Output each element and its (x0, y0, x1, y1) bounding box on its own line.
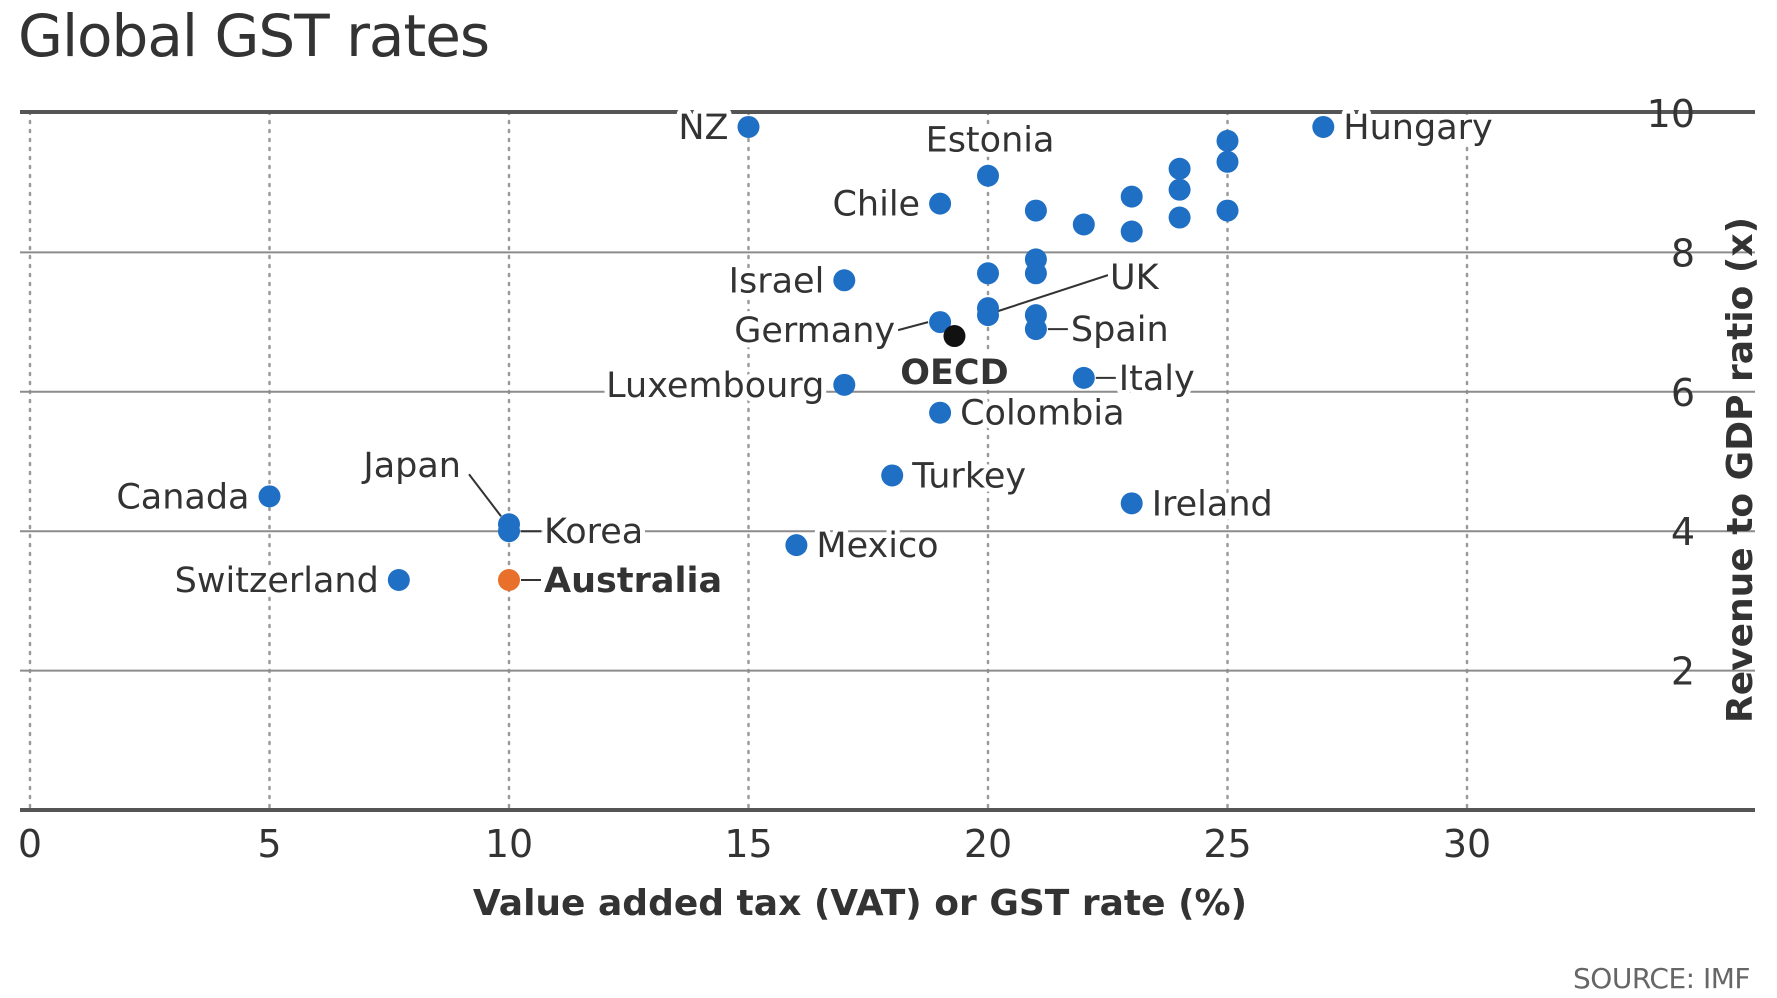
point-label-japan: Japan (361, 446, 461, 486)
x-axis-title: Value added tax (VAT) or GST rate (%) (473, 883, 1247, 924)
axis-lines (20, 110, 1755, 812)
point-unlabeled (1024, 199, 1047, 222)
point-unlabeled (1168, 157, 1191, 180)
point-colombia (929, 401, 952, 424)
y-axis-title: Revenue to GDP ratio (x) (1720, 217, 1761, 723)
leader-line (997, 274, 1109, 313)
point-label-chile: Chile (832, 185, 920, 225)
x-tick-label: 25 (1203, 822, 1251, 866)
y-tick-label: 8 (1671, 231, 1695, 275)
point-label-israel: Israel (729, 261, 825, 301)
point-hungary (1312, 115, 1335, 138)
point-unlabeled (977, 262, 999, 285)
label-leader-lines (468, 274, 1116, 581)
point-label-korea: Korea (544, 512, 643, 552)
x-tick-label: 30 (1443, 822, 1491, 866)
point-unlabeled (977, 297, 999, 320)
point-canada (258, 485, 281, 508)
point-nz (737, 115, 760, 138)
point-label-oecd: OECD (900, 353, 1008, 393)
point-unlabeled (1024, 304, 1047, 327)
point-luxembourg (833, 373, 856, 396)
x-gridlines (28, 110, 1469, 812)
x-tick-label: 20 (964, 822, 1012, 866)
source-note: SOURCE: IMF (1573, 962, 1750, 995)
data-points (258, 115, 1335, 591)
point-label-turkey: Turkey (911, 456, 1026, 496)
point-label-hungary: Hungary (1343, 108, 1492, 148)
point-australia (498, 568, 520, 591)
point-label-italy: Italy (1119, 359, 1195, 399)
point-label-spain: Spain (1071, 310, 1169, 350)
point-unlabeled (1216, 199, 1239, 222)
x-tick-label: 15 (724, 822, 772, 866)
point-label-canada: Canada (116, 477, 249, 517)
point-unlabeled (1120, 220, 1143, 243)
point-mexico (785, 534, 808, 557)
leader-line (468, 473, 502, 517)
point-israel (833, 269, 856, 292)
point-italy (1072, 366, 1095, 389)
y-tick-label: 2 (1671, 650, 1695, 694)
point-label-colombia: Colombia (960, 394, 1124, 434)
point-label-germany: Germany (734, 311, 895, 351)
leader-line (897, 321, 929, 332)
point-korea (498, 520, 520, 543)
point-label-ireland: Ireland (1152, 484, 1273, 524)
x-tick-labels: 0 5 10 15 20 25 30 (18, 822, 1491, 866)
y-gridlines (20, 251, 1755, 672)
point-label-australia: Australia (544, 561, 722, 601)
x-tick-label: 5 (257, 822, 281, 866)
point-unlabeled (1120, 185, 1143, 208)
point-oecd (943, 325, 966, 348)
point-turkey (881, 464, 904, 487)
point-label-mexico: Mexico (816, 526, 938, 566)
point-unlabeled (1216, 150, 1239, 173)
chart-title: Global GST rates (18, 2, 490, 70)
point-unlabeled (1072, 213, 1095, 236)
point-estonia (977, 164, 999, 187)
point-ireland (1120, 492, 1143, 515)
point-label-switzerland: Switzerland (175, 561, 379, 601)
point-label-uk: UK (1110, 258, 1160, 298)
point-unlabeled (1024, 262, 1047, 285)
y-tick-label: 6 (1671, 371, 1695, 415)
y-tick-labels: 2 4 6 8 10 (1647, 92, 1695, 694)
point-unlabeled (1168, 206, 1191, 229)
point-switzerland (387, 568, 410, 591)
x-tick-label: 0 (18, 822, 42, 866)
y-tick-label: 4 (1671, 510, 1695, 554)
point-label-luxembourg: Luxembourg (606, 366, 824, 406)
point-unlabeled (1216, 129, 1239, 152)
point-label-estonia: Estonia (926, 121, 1055, 161)
y-tick-label: 10 (1647, 92, 1695, 136)
point-germany (929, 311, 952, 334)
x-tick-label: 10 (485, 822, 533, 866)
point-label-nz: NZ (678, 108, 728, 148)
point-chile (929, 192, 952, 215)
point-unlabeled (1168, 178, 1191, 201)
